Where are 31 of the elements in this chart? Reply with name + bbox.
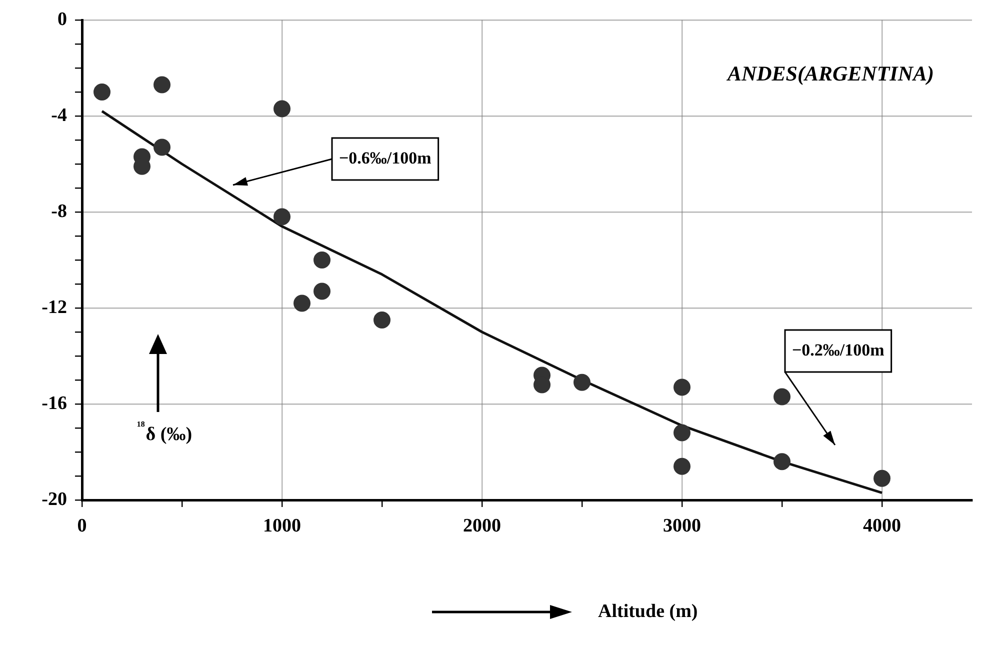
point xyxy=(274,208,290,226)
x-tick-label: 1000 xyxy=(263,515,301,536)
x-tick-label: 2000 xyxy=(463,515,501,536)
point xyxy=(314,252,330,268)
point xyxy=(774,453,790,470)
point xyxy=(294,294,310,312)
y-tick-label: -8 xyxy=(51,200,67,222)
point xyxy=(154,76,170,94)
point xyxy=(154,138,170,156)
annotation: ANDES(ARGENTINA) xyxy=(725,61,934,86)
annotation: −0.6‰/100m xyxy=(339,148,432,168)
x-tick-label: 4000 xyxy=(863,515,901,536)
point xyxy=(674,458,690,475)
point xyxy=(274,100,290,118)
point xyxy=(94,84,110,100)
point xyxy=(874,470,890,487)
y-tick-label: -12 xyxy=(42,296,67,318)
point xyxy=(314,282,330,300)
point xyxy=(674,378,690,396)
y-tick-label: -20 xyxy=(42,488,67,510)
x-tick-label: 0 xyxy=(77,515,87,536)
point xyxy=(674,424,690,442)
y-tick-label: -16 xyxy=(42,392,67,414)
x-tick-label: 3000 xyxy=(663,515,701,536)
y-tick-label: -4 xyxy=(51,104,68,126)
point xyxy=(574,374,590,391)
x-axis-title: Altitude (m) xyxy=(598,600,698,622)
y-tick-label: 0 xyxy=(58,8,67,30)
point xyxy=(774,388,790,406)
annotation: −0.2‰/100m xyxy=(792,340,884,360)
point xyxy=(374,312,390,328)
